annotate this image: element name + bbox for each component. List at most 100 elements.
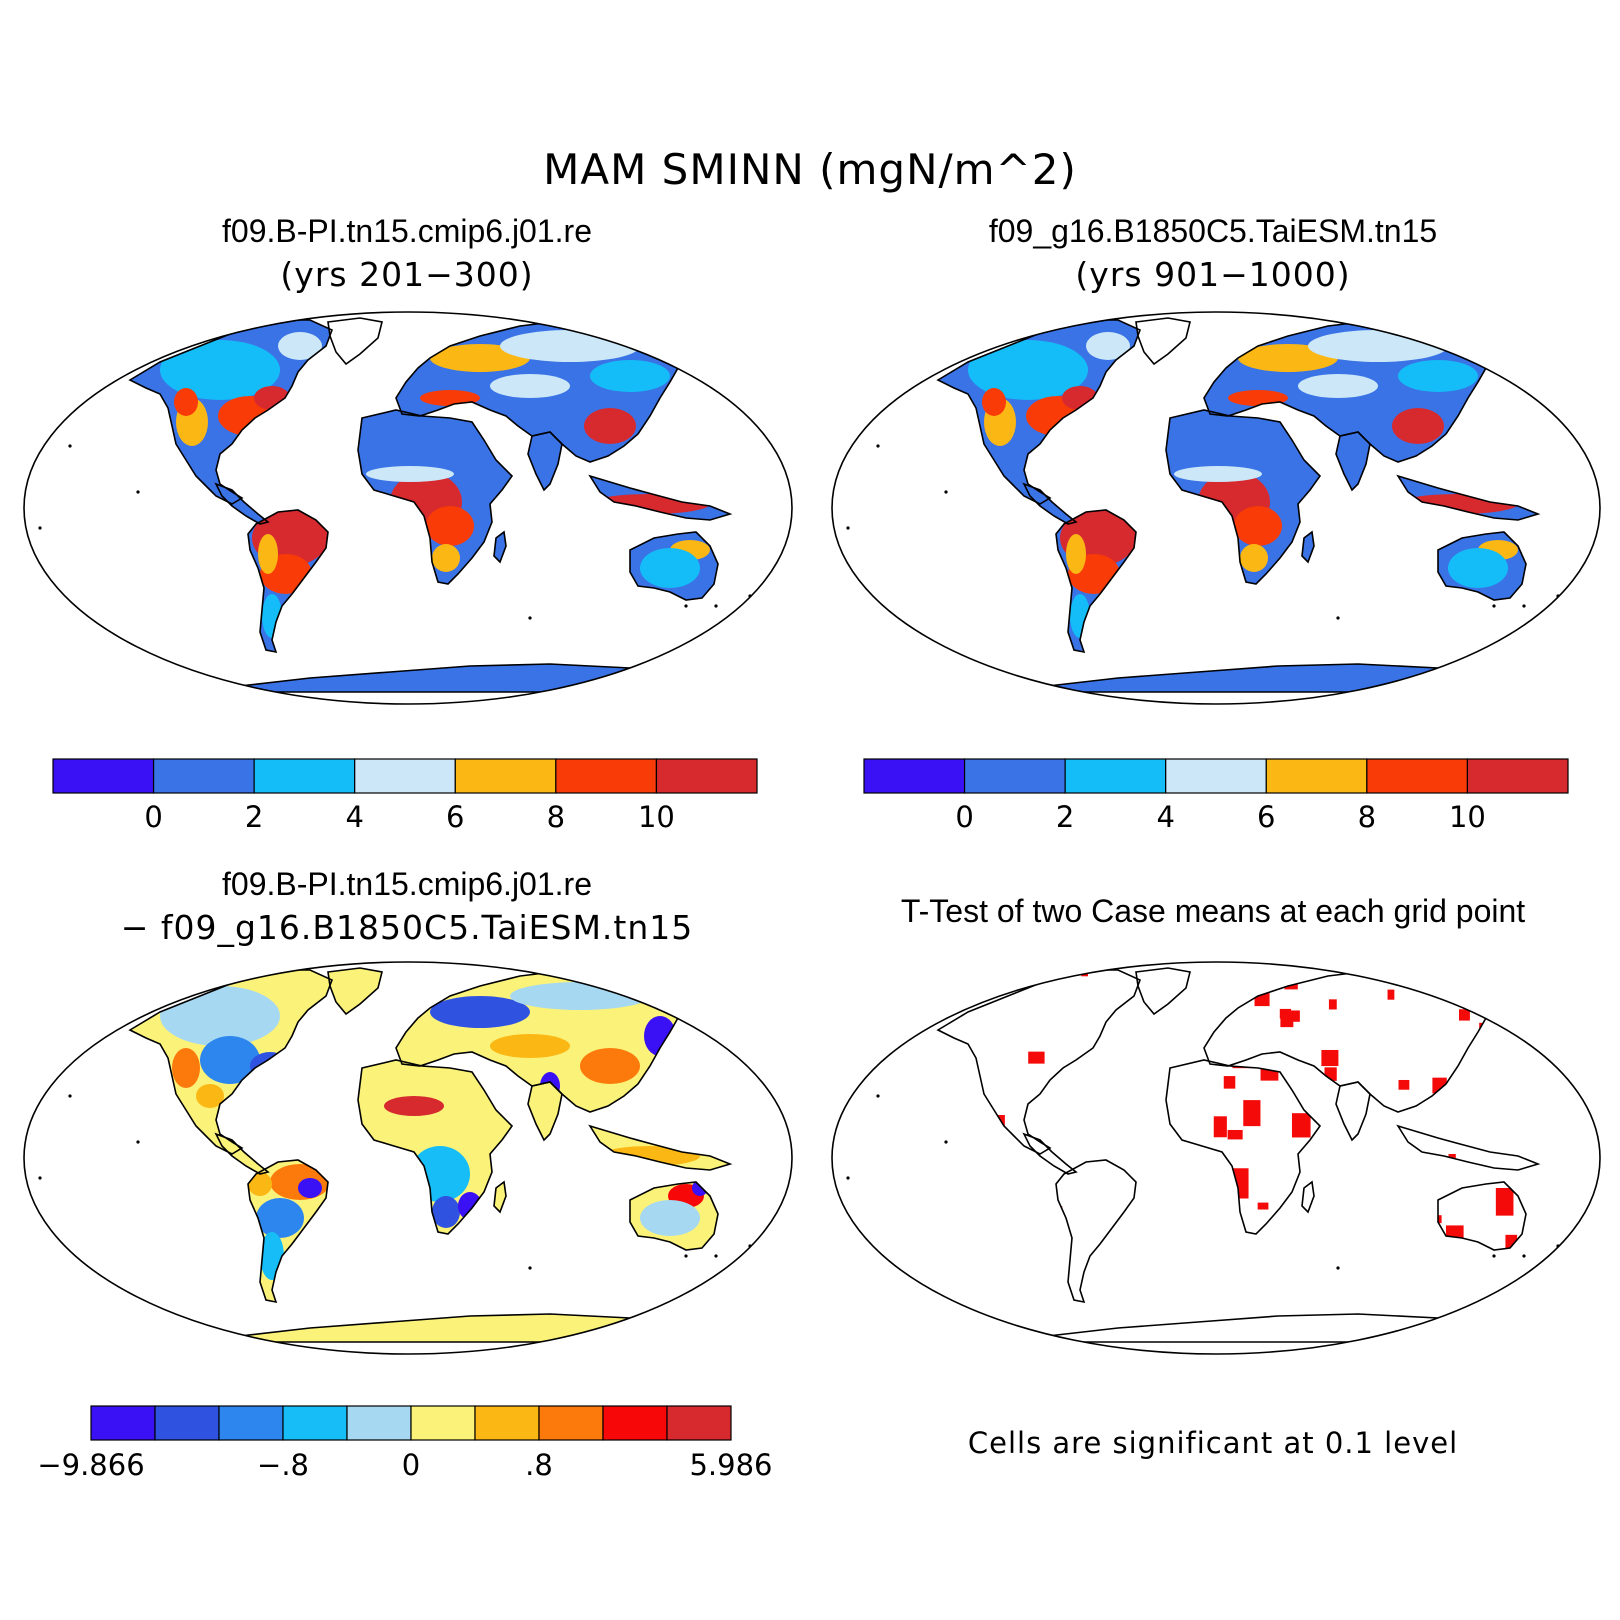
field-patch xyxy=(200,1036,260,1084)
field-patch xyxy=(510,982,650,1010)
diff-title: f09.B-PI.tn15.cmip6.j01.re xyxy=(222,866,592,902)
field-patch xyxy=(384,1096,444,1116)
colorbar-box xyxy=(474,1405,540,1441)
land-antarctica xyxy=(160,1314,690,1342)
colorbar-tick-label: 10 xyxy=(1448,800,1486,834)
field-patch xyxy=(1234,506,1282,546)
map-case1 xyxy=(23,311,793,705)
field-patch xyxy=(1086,332,1130,360)
land-india xyxy=(1336,1082,1370,1140)
colorbar-box xyxy=(863,758,966,794)
significance-note: Cells are significant at 0.1 level xyxy=(967,1426,1459,1460)
land-centralAmerica xyxy=(216,1134,268,1174)
colorbar-box xyxy=(1064,758,1167,794)
land-madagascar xyxy=(1302,1182,1314,1212)
colorbar-tick-label: 6 xyxy=(446,800,465,834)
field-patch xyxy=(196,1084,224,1108)
field-patch xyxy=(500,330,640,362)
figure-title: MAM SMINN (mgN/m^2) xyxy=(543,145,1077,194)
colorbar-tick-label: 0 xyxy=(144,800,163,834)
colorbar-box xyxy=(253,758,356,794)
colorbar-box xyxy=(1366,758,1469,794)
land-india xyxy=(1336,432,1370,490)
ttest-title: T-Test of two Case means at each grid po… xyxy=(900,893,1526,929)
colorbar-tick-label: 10 xyxy=(637,800,675,834)
field-patch xyxy=(160,986,280,1046)
colorbar-case1 xyxy=(52,758,758,794)
colorbar-box xyxy=(454,758,557,794)
colorbar-box xyxy=(90,1405,156,1441)
diff-subtitle: − f09_g16.B1850C5.TaiESM.tn15 xyxy=(120,908,694,947)
field-patch xyxy=(1066,534,1086,574)
land-greenland xyxy=(328,318,382,364)
land-greenland xyxy=(328,968,382,1014)
colorbar-box xyxy=(282,1405,348,1441)
map-border xyxy=(831,961,1601,1355)
field-patch xyxy=(640,548,700,588)
field-patch xyxy=(174,388,198,416)
colorbar-tick-label: 2 xyxy=(244,800,264,834)
map-border xyxy=(23,311,793,705)
land-india xyxy=(528,432,562,490)
colorbar-box xyxy=(152,758,255,794)
case2-years: (yrs 901−1000) xyxy=(1075,255,1351,294)
field-patch xyxy=(1392,408,1444,444)
field-patch xyxy=(278,332,322,360)
field-patch xyxy=(640,1200,700,1236)
colorbar-box xyxy=(1466,758,1569,794)
colorbar-box xyxy=(354,758,456,794)
colorbar-tick-label: 2 xyxy=(1055,800,1075,834)
colorbar-tick-label: .8 xyxy=(525,1448,553,1482)
colorbar-box xyxy=(666,1405,732,1441)
colorbar-box xyxy=(963,758,1066,794)
field-patch xyxy=(584,408,636,444)
map-border xyxy=(831,311,1601,705)
field-patch xyxy=(1308,330,1448,362)
field-patch xyxy=(432,1196,460,1228)
colorbar-case2 xyxy=(863,758,1569,794)
land-centralAmerica xyxy=(1024,484,1076,524)
land-greenland xyxy=(1136,968,1190,1014)
field-patch xyxy=(248,1172,272,1196)
case1-title: f09.B-PI.tn15.cmip6.j01.re xyxy=(222,213,592,249)
colorbar-box xyxy=(410,1405,476,1441)
field-patch xyxy=(360,1076,440,1096)
field-patch xyxy=(256,1198,304,1238)
colorbar-tick-label: 8 xyxy=(546,800,566,834)
field-patch xyxy=(490,1034,570,1058)
colorbar-box xyxy=(555,758,658,794)
field-patch xyxy=(432,544,460,572)
land-madagascar xyxy=(494,532,506,562)
field-patch xyxy=(1448,548,1508,588)
colorbar-tick-label: 4 xyxy=(1156,800,1175,834)
field-patch xyxy=(1178,420,1298,444)
land-madagascar xyxy=(494,1182,506,1212)
map-border xyxy=(23,961,793,1355)
land-europeAsia xyxy=(1204,970,1518,1112)
colorbar-tick-label: −9.866 xyxy=(37,1448,145,1482)
colorbar-tick-label: 5.986 xyxy=(689,1448,773,1482)
field-patch xyxy=(982,388,1006,416)
field-patch xyxy=(590,360,670,392)
land-antarctica xyxy=(160,664,690,692)
land-india xyxy=(528,1082,562,1140)
colorbar-box xyxy=(1265,758,1368,794)
field-patch xyxy=(490,374,570,398)
field-patch xyxy=(172,1048,200,1088)
colorbar-box xyxy=(346,1405,412,1441)
colorbar-box xyxy=(1165,758,1267,794)
land-madagascar xyxy=(1302,532,1314,562)
field-patch xyxy=(968,340,1088,400)
colorbar-box xyxy=(218,1405,284,1441)
field-patch xyxy=(370,420,490,444)
colorbar-box xyxy=(52,758,155,794)
field-patch xyxy=(426,506,474,546)
map-ttest xyxy=(831,961,1601,1355)
field-patch xyxy=(1398,360,1478,392)
field-patch xyxy=(1240,544,1268,572)
land-antarctica xyxy=(968,664,1498,692)
field-patch xyxy=(160,340,280,400)
colorbar-box xyxy=(154,1405,220,1441)
colorbar-tick-label: 0 xyxy=(955,800,974,834)
field-patch xyxy=(1298,374,1378,398)
